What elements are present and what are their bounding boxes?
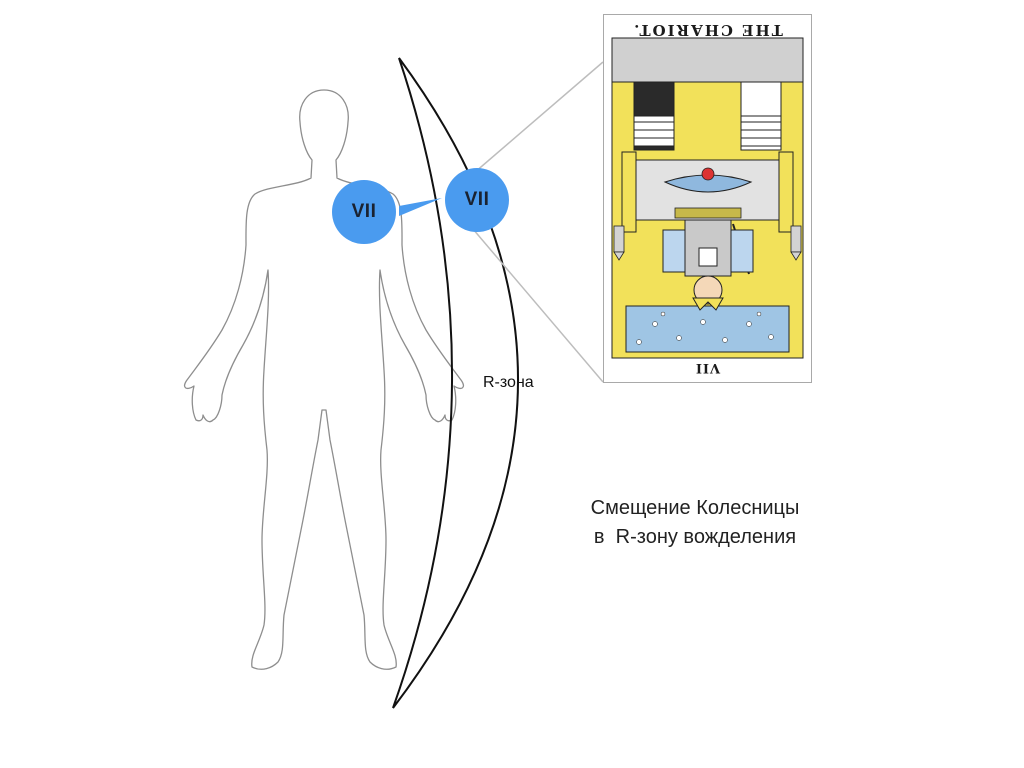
charioteer-crown bbox=[692, 297, 724, 311]
chariot-post-left bbox=[778, 151, 794, 233]
city-icon bbox=[613, 225, 802, 261]
caption-line-1: Смещение Колесницы bbox=[590, 497, 800, 519]
chariot-emblem-icon bbox=[701, 167, 715, 181]
charioteer-arm-right bbox=[662, 229, 686, 273]
chariot-wings-icon bbox=[663, 174, 753, 193]
r-zone-label: R-зона bbox=[483, 374, 534, 391]
card-illustration bbox=[611, 37, 804, 359]
zoom-line-bottom bbox=[466, 221, 604, 383]
charioteer-armor bbox=[698, 247, 718, 267]
arrow-right-icon bbox=[399, 198, 442, 216]
card-reversed-frame: VII THE CHARIOT. bbox=[604, 15, 811, 382]
card-canopy bbox=[625, 305, 790, 353]
chariot-badge-body: VII bbox=[332, 180, 396, 244]
chariot-belt bbox=[674, 207, 742, 219]
chariot-badge-zone: VII bbox=[445, 168, 509, 232]
card-ground bbox=[611, 37, 804, 83]
canopy-stars-icon bbox=[636, 311, 774, 345]
card-number: VII bbox=[694, 360, 721, 375]
card-title: THE CHARIOT. bbox=[632, 21, 783, 39]
zoom-line-top bbox=[459, 61, 604, 186]
human-body-outline-icon bbox=[183, 89, 465, 670]
charioteer-arm-left bbox=[730, 229, 754, 273]
chariot-post-right bbox=[621, 151, 637, 233]
caption: Смещение Колесницы в R-зону вожделения bbox=[560, 494, 830, 552]
caption-line-2: в R-зону вожделения bbox=[593, 526, 797, 548]
r-zone-arc bbox=[392, 57, 519, 709]
chariot-tarot-card: VII THE CHARIOT. bbox=[603, 14, 812, 383]
